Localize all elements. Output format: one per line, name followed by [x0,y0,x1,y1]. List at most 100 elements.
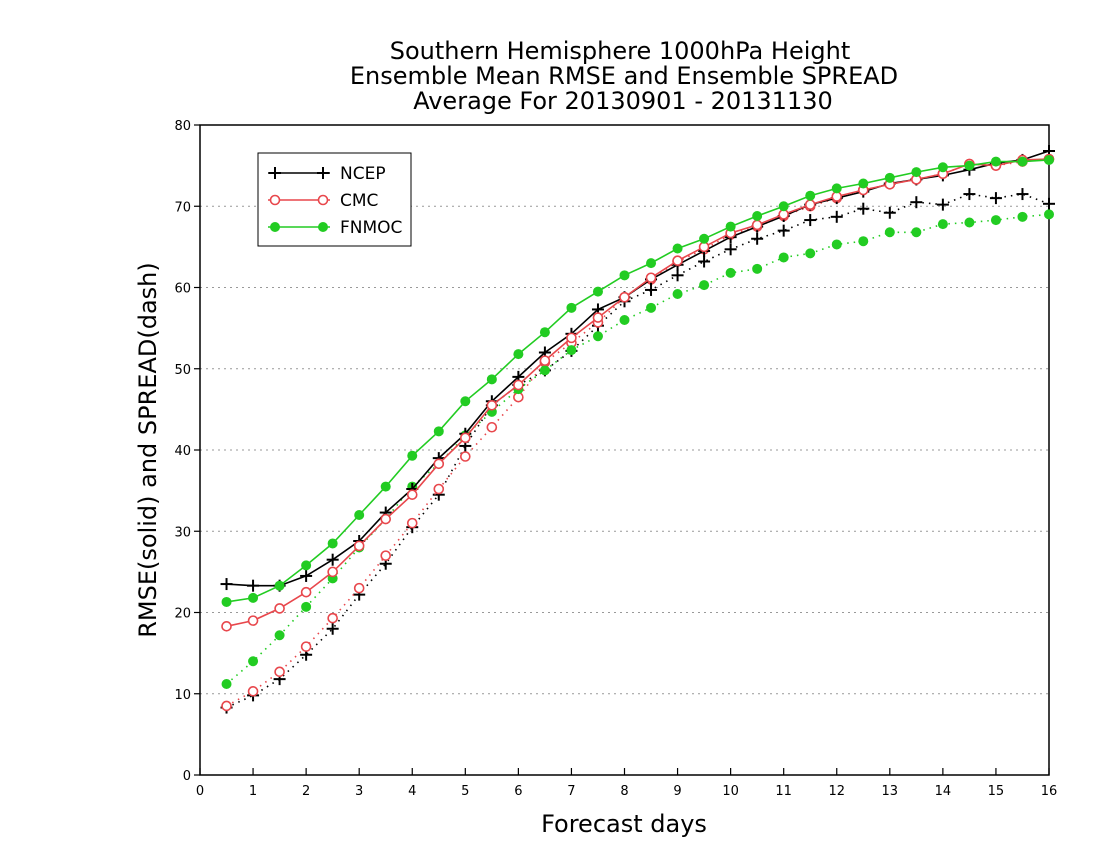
series-fnmoc-spread [221,209,1054,689]
legend-marker [269,167,281,179]
x-tick-label: 7 [567,784,575,799]
data-point-cmc-spread [247,686,259,697]
data-point-cmc-spread [433,483,445,495]
y-axis-label: RMSE(solid) and SPREAD(dash) [134,262,162,638]
data-point-ncep-spread [671,269,684,282]
x-tick-label: 15 [988,784,1005,799]
legend-marker [317,194,329,206]
data-point-ncep-rmse [220,578,233,591]
data-point-fnmoc-rmse [672,243,683,254]
data-point-fnmoc-spread [646,302,657,313]
data-point-cmc-rmse [353,540,365,552]
x-tick-label: 14 [935,784,952,799]
data-point-fnmoc-rmse [858,178,869,189]
data-point-fnmoc-rmse [327,538,338,549]
data-point-fnmoc-rmse [778,201,789,212]
data-point-cmc-rmse [751,219,763,231]
data-point-fnmoc-spread [884,227,895,238]
data-point-fnmoc-spread [778,252,789,263]
x-tick-label: 8 [620,784,628,799]
data-point-ncep-spread [1016,188,1029,201]
x-axis-label: Forecast days [541,810,707,838]
y-tick-label: 10 [174,688,191,703]
data-point-fnmoc-rmse [592,286,603,297]
x-tick-label: 0 [196,784,204,799]
data-point-fnmoc-rmse [486,374,497,385]
legend-marker [269,194,281,206]
data-point-ncep-spread [804,214,817,227]
y-tick-label: 80 [174,119,191,134]
legend-label: NCEP [340,164,386,184]
series-layer [220,145,1055,714]
data-point-ncep-spread [645,283,658,296]
data-point-fnmoc-rmse [248,592,259,603]
data-point-ncep-spread [830,210,843,223]
legend-item-cmc: CMC [268,191,378,211]
data-point-ncep-spread [777,224,790,237]
data-point-fnmoc-rmse [301,560,312,571]
y-tick-label: 30 [174,525,191,540]
data-point-fnmoc-rmse [407,450,418,461]
legend-item-ncep: NCEP [268,164,386,184]
data-point-fnmoc-spread [221,679,232,689]
data-point-fnmoc-spread [699,280,710,291]
y-tick-label: 0 [183,769,191,784]
y-tick-label: 20 [174,607,191,622]
x-tick-label: 3 [355,784,363,799]
data-point-cmc-rmse [300,586,312,598]
data-point-fnmoc-rmse [274,580,285,591]
legend-marker [317,167,329,179]
x-tick-label: 2 [302,784,310,799]
data-point-cmc-rmse [619,291,630,303]
data-point-cmc-rmse [592,312,604,323]
y-tick-label: 70 [174,200,191,215]
data-point-fnmoc-rmse [380,481,391,492]
data-point-ncep-spread [698,255,711,268]
data-point-fnmoc-spread [301,601,312,612]
legend-label: CMC [340,191,378,211]
legend-item-fnmoc: FNMOC [268,218,402,238]
data-point-cmc-rmse [486,400,498,411]
data-point-fnmoc-rmse [752,211,763,221]
legend-marker [270,222,280,232]
data-point-fnmoc-spread [274,630,285,641]
data-point-cmc-spread [327,612,338,624]
x-axis-ticks: 0 1 2 3 4 5 6 7 8 9 10 11 12 13 14 15 16 [196,768,1057,799]
data-point-cmc-rmse [380,513,392,525]
data-point-fnmoc-spread [725,267,736,278]
chart-title: Southern Hemisphere 1000hPa Height Ensem… [350,37,898,115]
data-point-ncep-spread [936,198,949,211]
data-point-fnmoc-spread [805,248,816,259]
data-point-ncep-spread [724,243,737,256]
data-point-cmc-rmse [460,432,471,444]
data-point-fnmoc-rmse [805,190,816,201]
data-point-ncep-spread [326,622,339,635]
legend: NCEP CMC FNMOC [257,152,412,247]
x-tick-label: 12 [828,784,845,799]
data-point-fnmoc-rmse [646,258,657,269]
data-point-fnmoc-rmse [937,162,948,173]
data-point-fnmoc-spread [566,345,577,356]
data-point-cmc-spread [353,582,365,594]
data-point-ncep-spread [963,188,976,201]
series-ncep-spread-line [226,193,1050,709]
x-tick-label: 6 [514,784,522,799]
y-axis-ticks: 0 10 20 30 40 50 60 70 80 [174,119,200,784]
data-point-fnmoc-rmse [619,270,630,281]
x-tick-label: 1 [249,784,257,799]
data-point-cmc-spread [300,641,312,652]
data-point-fnmoc-spread [990,215,1001,226]
title-line-3: Average For 20130901 - 20131130 [413,87,833,115]
data-point-fnmoc-rmse [699,233,710,244]
data-point-fnmoc-rmse [221,596,232,607]
x-tick-label: 5 [461,784,469,799]
title-line-2: Ensemble Mean RMSE and Ensemble SPREAD [350,62,898,90]
data-point-fnmoc-rmse [964,160,975,171]
x-tick-label: 16 [1041,784,1058,799]
data-point-fnmoc-rmse [990,156,1001,167]
x-tick-label: 10 [722,784,739,799]
data-point-ncep-spread [1043,197,1055,210]
x-tick-label: 4 [408,784,416,799]
data-point-fnmoc-rmse [513,349,524,360]
data-point-fnmoc-spread [964,217,975,228]
